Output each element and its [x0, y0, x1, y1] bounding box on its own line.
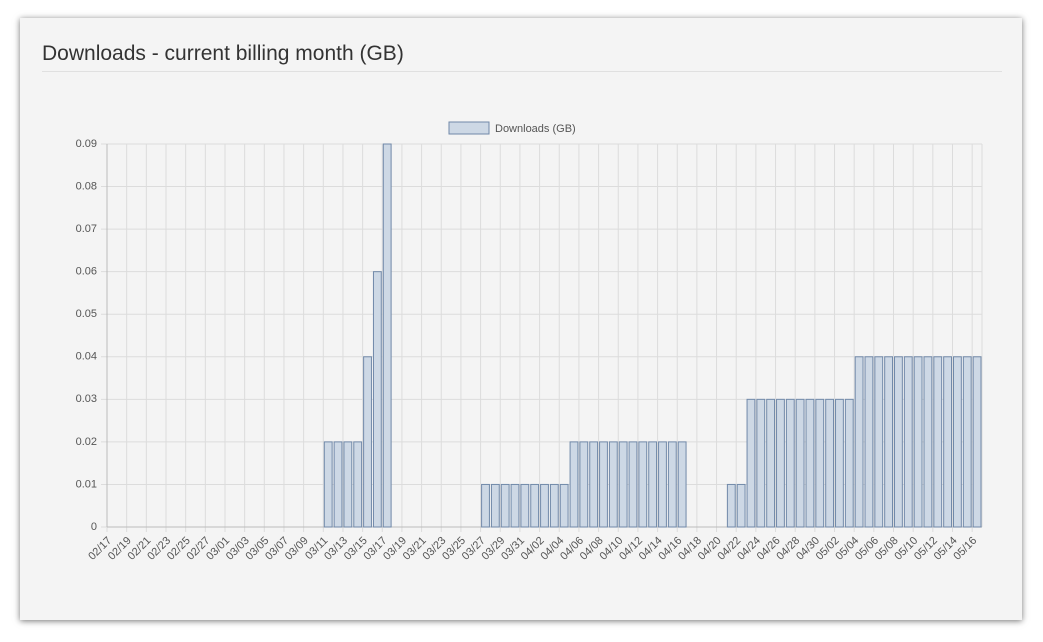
legend-swatch	[448, 121, 490, 135]
bar	[972, 356, 982, 528]
bar	[382, 143, 392, 528]
title-rule	[42, 71, 1002, 72]
bar	[530, 483, 540, 528]
bar	[844, 398, 854, 528]
bar	[353, 441, 363, 528]
y-tick-label: 0.06	[76, 266, 97, 278]
bar	[736, 483, 746, 528]
bar	[894, 356, 903, 528]
bar	[648, 441, 658, 528]
bar	[323, 441, 333, 528]
bar	[618, 441, 628, 528]
bar	[923, 356, 933, 528]
bar	[884, 356, 894, 528]
bar	[589, 441, 599, 528]
bar	[785, 398, 795, 528]
bar	[363, 356, 372, 528]
bar	[874, 356, 884, 528]
bar	[658, 441, 667, 528]
bar	[490, 483, 500, 528]
bar	[903, 356, 913, 528]
bar	[835, 398, 844, 528]
bar	[933, 356, 943, 528]
bar	[628, 441, 638, 528]
bar	[795, 398, 805, 528]
y-tick-label: 0.05	[76, 308, 97, 320]
chart-title: Downloads - current billing month (GB)	[42, 42, 404, 65]
bar	[579, 441, 589, 528]
y-tick-label: 0.08	[76, 180, 97, 192]
bar	[520, 483, 530, 528]
y-tick-label: 0.09	[76, 138, 97, 150]
bar	[943, 356, 953, 528]
bar	[608, 441, 618, 528]
y-tick-label: 0.03	[76, 393, 97, 405]
bar	[638, 441, 648, 528]
bar	[549, 483, 559, 528]
y-tick-label: 0.02	[76, 436, 97, 448]
bar	[667, 441, 677, 528]
bar	[913, 356, 923, 528]
legend-label: Downloads (GB)	[495, 123, 576, 135]
y-tick-label: 0.01	[76, 478, 97, 490]
bar	[372, 271, 382, 528]
bar	[677, 441, 687, 528]
x-tick-label: 05/16	[951, 535, 979, 563]
y-tick-label: 0.04	[76, 351, 97, 363]
bar	[864, 356, 874, 528]
bar	[569, 441, 579, 528]
bar	[500, 483, 510, 528]
bar	[726, 483, 736, 528]
bar	[481, 483, 490, 528]
bar	[540, 483, 549, 528]
bar	[962, 356, 972, 528]
bar	[805, 398, 815, 528]
bar	[756, 398, 766, 528]
bar	[815, 398, 825, 528]
y-tick-label: 0.07	[76, 223, 97, 235]
bar	[953, 356, 962, 528]
y-tick-label: 0	[91, 521, 97, 533]
bar	[854, 356, 864, 528]
bar	[510, 483, 520, 528]
bar	[825, 398, 835, 528]
bar	[343, 441, 353, 528]
bar	[776, 398, 785, 528]
bar	[599, 441, 608, 528]
bar	[746, 398, 756, 528]
bar	[766, 398, 776, 528]
bar	[333, 441, 343, 528]
bar	[559, 483, 569, 528]
